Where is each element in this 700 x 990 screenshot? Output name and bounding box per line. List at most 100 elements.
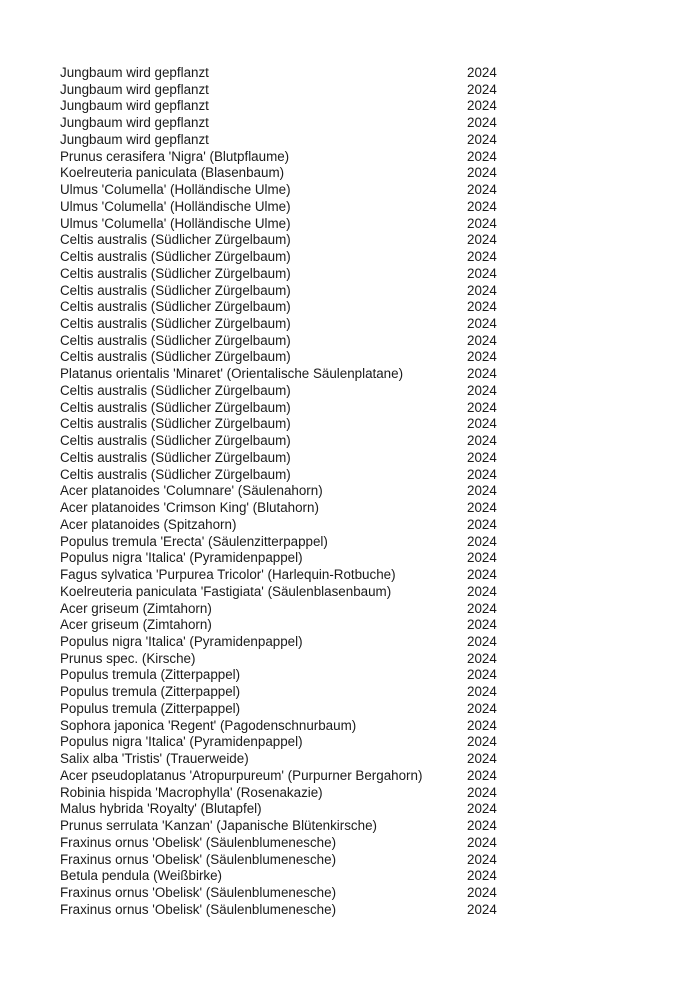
planting-year: 2024 <box>467 165 497 181</box>
planting-year: 2024 <box>467 466 497 482</box>
planting-year: 2024 <box>467 366 497 382</box>
tree-name: Populus nigra 'Italica' (Pyramidenpappel… <box>60 550 303 566</box>
list-row: Fraxinus ornus 'Obelisk' (Säulenblumenes… <box>60 852 510 869</box>
list-row: Acer platanoides 'Columnare' (Säulenahor… <box>60 483 510 500</box>
planting-year: 2024 <box>467 449 497 465</box>
list-row: Celtis australis (Südlicher Zürgelbaum) 2… <box>60 232 510 249</box>
planting-year: 2024 <box>467 567 497 583</box>
planting-year: 2024 <box>467 382 497 398</box>
list-row: Celtis australis (Südlicher Zürgelbaum) 2… <box>60 349 510 366</box>
tree-name: Celtis australis (Südlicher Zürgelbaum) <box>60 349 291 365</box>
list-row: Prunus spec. (Kirsche) 2024 <box>60 651 510 668</box>
list-row: Celtis australis (Südlicher Zürgelbaum) 2… <box>60 433 510 450</box>
tree-name: Acer griseum (Zimtahorn) <box>60 600 212 616</box>
tree-name: Celtis australis (Südlicher Zürgelbaum) <box>60 399 291 415</box>
planting-year: 2024 <box>467 617 497 633</box>
planting-year: 2024 <box>467 249 497 265</box>
list-row: Prunus cerasifera 'Nigra' (Blutpflaume) 2… <box>60 149 510 166</box>
list-row: Ulmus 'Columella' (Holländische Ulme) 202… <box>60 182 510 199</box>
tree-name: Acer platanoides 'Columnare' (Säulenahor… <box>60 483 323 499</box>
list-row: Populus nigra 'Italica' (Pyramidenpappel… <box>60 634 510 651</box>
tree-name: Fraxinus ornus 'Obelisk' (Säulenblumenes… <box>60 884 337 900</box>
tree-name: Jungbaum wird gepflanzt <box>60 131 209 147</box>
list-row: Jungbaum wird gepflanzt 2024 <box>60 115 510 132</box>
planting-year: 2024 <box>467 265 497 281</box>
list-row: Koelreuteria paniculata 'Fastigiata' (Sä… <box>60 584 510 601</box>
list-row: Platanus orientalis 'Minaret' (Orientali… <box>60 366 510 383</box>
planting-year: 2024 <box>467 232 497 248</box>
planting-year: 2024 <box>467 81 497 97</box>
list-row: Sophora japonica 'Regent' (Pagodenschnur… <box>60 718 510 735</box>
tree-name: Celtis australis (Südlicher Zürgelbaum) <box>60 265 291 281</box>
tree-name: Koelreuteria paniculata (Blasenbaum) <box>60 165 285 181</box>
list-row: Populus tremula (Zitterpappel) 2024 <box>60 667 510 684</box>
planting-year: 2024 <box>467 684 497 700</box>
tree-name: Ulmus 'Columella' (Holländische Ulme) <box>60 198 291 214</box>
tree-name: Celtis australis (Südlicher Zürgelbaum) <box>60 416 291 432</box>
tree-name: Populus tremula (Zitterpappel) <box>60 667 241 683</box>
list-row: Populus nigra 'Italica' (Pyramidenpappel… <box>60 550 510 567</box>
tree-name: Fagus sylvatica 'Purpurea Tricolor' (Har… <box>60 567 396 583</box>
list-row: Celtis australis (Südlicher Zürgelbaum) 2… <box>60 266 510 283</box>
tree-name: Celtis australis (Südlicher Zürgelbaum) <box>60 249 291 265</box>
tree-name: Celtis australis (Südlicher Zürgelbaum) <box>60 299 291 315</box>
tree-name: Malus hybrida 'Royalty' (Blutapfel) <box>60 801 262 817</box>
planting-year: 2024 <box>467 901 497 917</box>
planting-year: 2024 <box>467 182 497 198</box>
tree-name: Salix alba 'Tristis' (Trauerweide) <box>60 751 249 767</box>
tree-name: Celtis australis (Südlicher Zürgelbaum) <box>60 232 291 248</box>
planting-year: 2024 <box>467 115 497 131</box>
list-row: Celtis australis (Südlicher Zürgelbaum) 2… <box>60 249 510 266</box>
planting-year: 2024 <box>467 818 497 834</box>
list-row: Ulmus 'Columella' (Holländische Ulme) 202… <box>60 216 510 233</box>
tree-name: Betula pendula (Weißbirke) <box>60 868 223 884</box>
list-row: Celtis australis (Südlicher Zürgelbaum) 2… <box>60 316 510 333</box>
planting-year: 2024 <box>467 98 497 114</box>
list-row: Acer pseudoplatanus 'Atropurpureum' (Pur… <box>60 768 510 785</box>
tree-name: Celtis australis (Südlicher Zürgelbaum) <box>60 449 291 465</box>
planting-year: 2024 <box>467 751 497 767</box>
list-row: Jungbaum wird gepflanzt 2024 <box>60 65 510 82</box>
tree-name: Celtis australis (Südlicher Zürgelbaum) <box>60 332 291 348</box>
tree-name: Koelreuteria paniculata 'Fastigiata' (Sä… <box>60 583 392 599</box>
planting-year: 2024 <box>467 550 497 566</box>
planting-year: 2024 <box>467 734 497 750</box>
planting-year: 2024 <box>467 282 497 298</box>
tree-name: Fraxinus ornus 'Obelisk' (Säulenblumenes… <box>60 834 337 850</box>
list-row: Fraxinus ornus 'Obelisk' (Säulenblumenes… <box>60 902 510 919</box>
tree-name: Populus tremula (Zitterpappel) <box>60 684 241 700</box>
list-row: Jungbaum wird gepflanzt 2024 <box>60 132 510 149</box>
planting-year: 2024 <box>467 65 497 80</box>
planting-year: 2024 <box>467 399 497 415</box>
planting-year: 2024 <box>467 801 497 817</box>
list-row: Celtis australis (Südlicher Zürgelbaum) 2… <box>60 299 510 316</box>
list-row: Populus tremula (Zitterpappel) 2024 <box>60 684 510 701</box>
planting-year: 2024 <box>467 851 497 867</box>
list-row: Acer griseum (Zimtahorn) 2024 <box>60 617 510 634</box>
planting-year: 2024 <box>467 700 497 716</box>
tree-name: Celtis australis (Südlicher Zürgelbaum) <box>60 316 291 332</box>
planting-year: 2024 <box>467 483 497 499</box>
planting-year: 2024 <box>467 148 497 164</box>
planting-year: 2024 <box>467 667 497 683</box>
planting-year: 2024 <box>467 433 497 449</box>
tree-name: Populus nigra 'Italica' (Pyramidenpappel… <box>60 734 303 750</box>
list-row: Acer griseum (Zimtahorn) 2024 <box>60 601 510 618</box>
list-row: Prunus serrulata 'Kanzan' (Japanische Bl… <box>60 818 510 835</box>
list-row: Populus tremula (Zitterpappel) 2024 <box>60 701 510 718</box>
list-row: Ulmus 'Columella' (Holländische Ulme) 202… <box>60 199 510 216</box>
list-row: Jungbaum wird gepflanzt 2024 <box>60 98 510 115</box>
tree-name: Acer platanoides 'Crimson King' (Blutaho… <box>60 500 319 516</box>
list-row: Fraxinus ornus 'Obelisk' (Säulenblumenes… <box>60 835 510 852</box>
list-row: Celtis australis (Südlicher Zürgelbaum) 2… <box>60 283 510 300</box>
list-row: Acer platanoides 'Crimson King' (Blutaho… <box>60 500 510 517</box>
planting-year: 2024 <box>467 884 497 900</box>
planting-year: 2024 <box>467 215 497 231</box>
tree-name: Prunus cerasifera 'Nigra' (Blutpflaume) <box>60 148 290 164</box>
planting-year: 2024 <box>467 834 497 850</box>
tree-name: Populus tremula (Zitterpappel) <box>60 700 241 716</box>
planting-year: 2024 <box>467 717 497 733</box>
tree-name: Jungbaum wird gepflanzt <box>60 115 209 131</box>
list-row: Celtis australis (Südlicher Zürgelbaum) 2… <box>60 333 510 350</box>
list-row: Salix alba 'Tristis' (Trauerweide) 2024 <box>60 751 510 768</box>
